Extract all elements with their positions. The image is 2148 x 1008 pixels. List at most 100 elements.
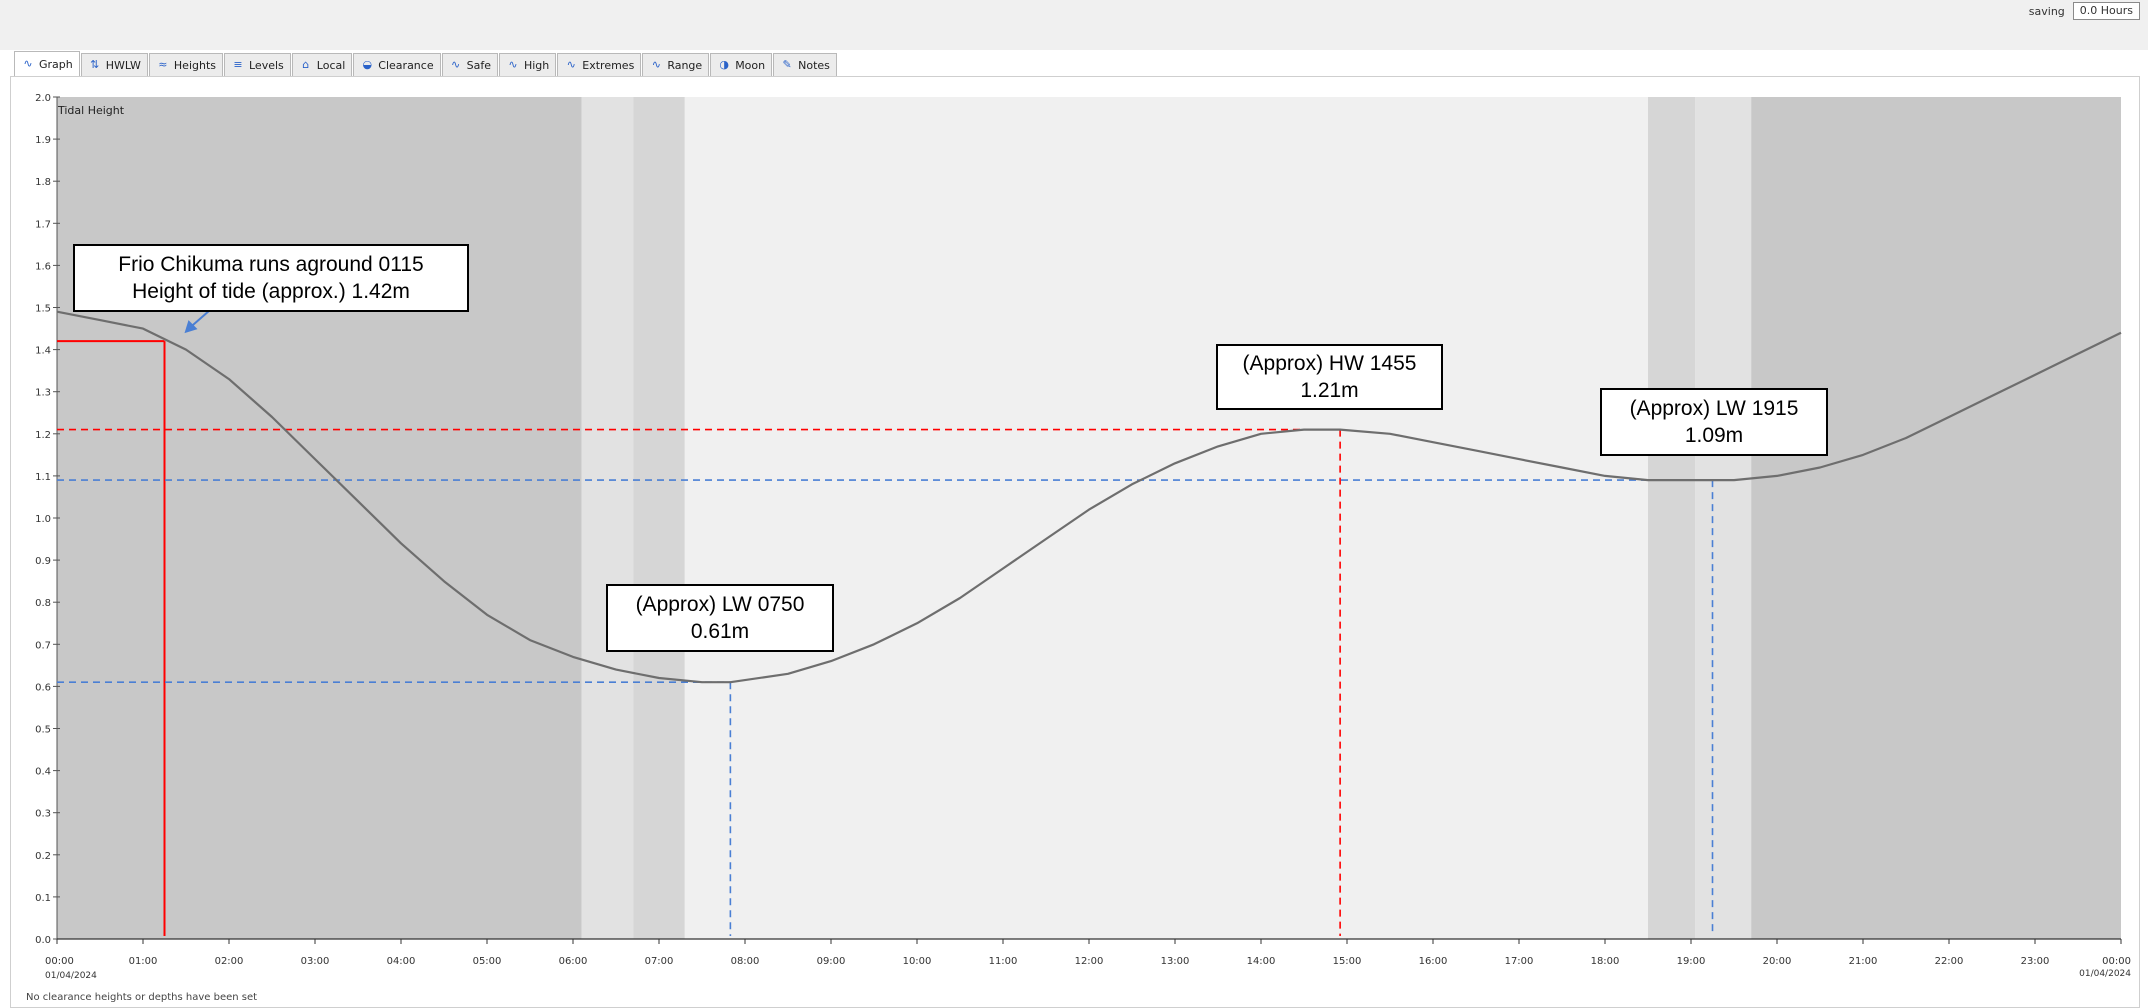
tab-graph[interactable]: ∿ Graph	[14, 51, 80, 76]
x-tick-label: 15:00	[1333, 956, 1362, 967]
tab-local[interactable]: ⌂ Local	[291, 53, 353, 76]
heights-icon: ≈	[158, 58, 168, 71]
x-start-date: 01/04/2024	[45, 971, 97, 981]
annotation-lw-morning: (Approx) LW 0750 0.61m	[606, 584, 834, 652]
high-icon: ∿	[508, 58, 518, 71]
local-icon: ⌂	[302, 58, 310, 71]
tab-levels[interactable]: ≡ Levels	[224, 53, 291, 76]
x-tick-label: 04:00	[387, 956, 416, 967]
y-tick-label: 0.9	[35, 556, 51, 567]
y-tick-label: 0.8	[35, 598, 51, 609]
tab-label: Clearance	[378, 58, 434, 72]
x-tick-label: 02:00	[215, 956, 244, 967]
tab-notes[interactable]: ✎ Notes	[773, 53, 837, 76]
tab-label: Heights	[173, 58, 216, 72]
x-tick-label: 12:00	[1075, 956, 1104, 967]
y-tick-label: 1.4	[35, 346, 51, 357]
tab-range[interactable]: ∿ Range	[642, 53, 710, 76]
tab-clearance[interactable]: ◒ Clearance	[353, 53, 441, 76]
annotation-line: (Approx) HW 1455	[1242, 352, 1417, 375]
annotation-lw-evening: (Approx) LW 1915 1.09m	[1600, 388, 1828, 456]
tab-extremes[interactable]: ∿ Extremes	[557, 53, 642, 76]
graph-icon: ∿	[23, 57, 33, 70]
tab-label: HWLW	[105, 58, 141, 72]
safe-icon: ∿	[450, 58, 461, 71]
x-tick-label: 23:00	[2021, 956, 2050, 967]
x-tick-label: 07:00	[645, 956, 674, 967]
daylight-band	[1751, 97, 2121, 939]
tab-label: Local	[316, 58, 346, 72]
pointer-arrow-head	[184, 320, 198, 334]
daylight-band	[57, 97, 582, 939]
daylight-band	[581, 97, 634, 939]
x-tick-label: 20:00	[1763, 956, 1792, 967]
x-tick-label: 21:00	[1849, 956, 1878, 967]
x-tick-label: 09:00	[817, 956, 846, 967]
annotation-line: (Approx) LW 0750	[635, 593, 805, 616]
annotation-line: Height of tide (approx.) 1.42m	[132, 280, 410, 303]
y-tick-label: 0.0	[35, 935, 51, 946]
x-tick-label: 05:00	[473, 956, 502, 967]
y-tick-label: 1.1	[35, 472, 51, 483]
x-tick-label: 11:00	[989, 956, 1018, 967]
y-tick-label: 0.5	[35, 725, 51, 736]
x-tick-label: 00:00	[2102, 956, 2131, 967]
x-tick-label: 17:00	[1505, 956, 1534, 967]
tab-label: High	[523, 58, 550, 72]
y-tick-label: 1.5	[35, 304, 51, 315]
y-tick-label: 0.3	[35, 809, 51, 820]
y-tick-label: 1.9	[35, 135, 51, 146]
x-end-date: 01/04/2024	[2079, 969, 2131, 979]
annotation-line: Frio Chikuma runs aground 0115	[118, 253, 424, 276]
tab-label: Range	[667, 58, 703, 72]
y-tick-label: 0.2	[35, 851, 51, 862]
y-tick-label: 1.6	[35, 261, 51, 272]
saving-area: saving 0.0 Hours	[2029, 2, 2140, 20]
y-tick-label: 0.7	[35, 640, 51, 651]
x-tick-label: 16:00	[1419, 956, 1448, 967]
x-tick-label: 08:00	[731, 956, 760, 967]
y-tick-label: 0.1	[35, 893, 51, 904]
saving-label: saving	[2028, 4, 2065, 18]
y-tick-label: 0.4	[35, 767, 51, 778]
y-tick-label: 1.2	[35, 430, 51, 441]
tab-heights[interactable]: ≈ Heights	[148, 53, 223, 76]
tab-label: Graph	[39, 57, 73, 71]
annotation-hw: (Approx) HW 1455 1.21m	[1216, 344, 1443, 410]
x-tick-label: 22:00	[1935, 956, 1964, 967]
annotation-aground: Frio Chikuma runs aground 0115 Height of…	[73, 244, 469, 312]
x-tick-label: 14:00	[1247, 956, 1276, 967]
x-tick-label: 06:00	[559, 956, 588, 967]
annotation-line: (Approx) LW 1915	[1629, 397, 1799, 420]
annotation-line: 1.21m	[1300, 379, 1359, 402]
x-tick-label: 01:00	[129, 956, 158, 967]
y-tick-label: 1.3	[35, 388, 51, 399]
daylight-band	[1695, 97, 1752, 939]
tab-moon[interactable]: ◑ Moon	[710, 53, 773, 76]
notes-icon: ✎	[782, 58, 792, 71]
y-tick-label: 0.6	[35, 682, 51, 693]
extremes-icon: ∿	[566, 58, 576, 71]
tab-hwlw[interactable]: ⇅ HWLW	[80, 53, 148, 76]
x-tick-label: 03:00	[301, 956, 330, 967]
tab-high[interactable]: ∿ High	[498, 53, 557, 76]
tab-label: Extremes	[582, 58, 635, 72]
x-tick-label: 13:00	[1161, 956, 1190, 967]
status-message: No clearance heights or depths have been…	[26, 992, 258, 1003]
x-tick-label: 00:00	[45, 956, 74, 967]
range-icon: ∿	[651, 58, 661, 71]
tab-safe[interactable]: ∿ Safe	[441, 53, 498, 76]
x-tick-label: 18:00	[1591, 956, 1620, 967]
x-tick-label: 10:00	[903, 956, 932, 967]
hours-select[interactable]: 0.0 Hours	[2072, 2, 2140, 20]
tab-bar: ∿ Graph ⇅ HWLW ≈ Heights ≡ Levels ⌂ Local ◒ Clearan…	[14, 51, 838, 76]
hwlw-icon: ⇅	[90, 58, 100, 71]
daylight-band	[633, 97, 685, 939]
tab-label: Moon	[735, 58, 766, 72]
tab-label: Safe	[466, 58, 491, 72]
chart-title: Tidal Height	[57, 104, 125, 117]
x-tick-label: 19:00	[1677, 956, 1706, 967]
y-tick-label: 1.8	[35, 177, 51, 188]
y-tick-label: 1.0	[35, 514, 51, 525]
